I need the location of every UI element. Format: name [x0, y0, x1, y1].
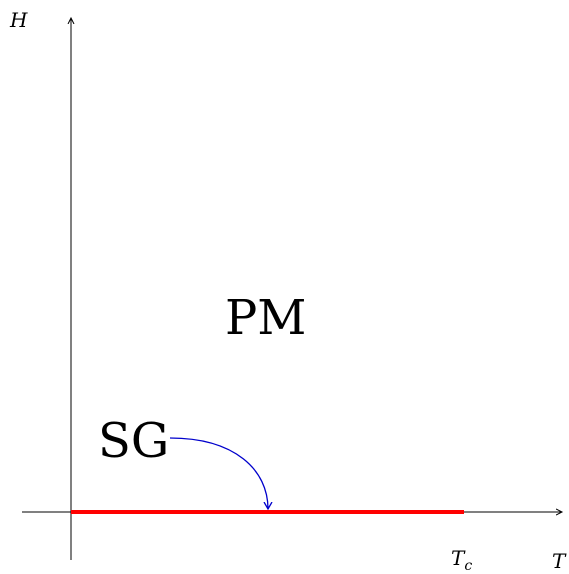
- critical-temperature-subscript: c: [464, 558, 472, 574]
- y-axis-label: H: [9, 8, 28, 32]
- sg-pointer-arrow: [169, 437, 268, 509]
- critical-temperature-label: Tc: [451, 546, 472, 574]
- x-axis-label: T: [552, 549, 567, 573]
- sg-region-label: SG: [98, 413, 169, 469]
- critical-temperature-main: T: [451, 546, 466, 570]
- pm-region-label: PM: [225, 290, 306, 346]
